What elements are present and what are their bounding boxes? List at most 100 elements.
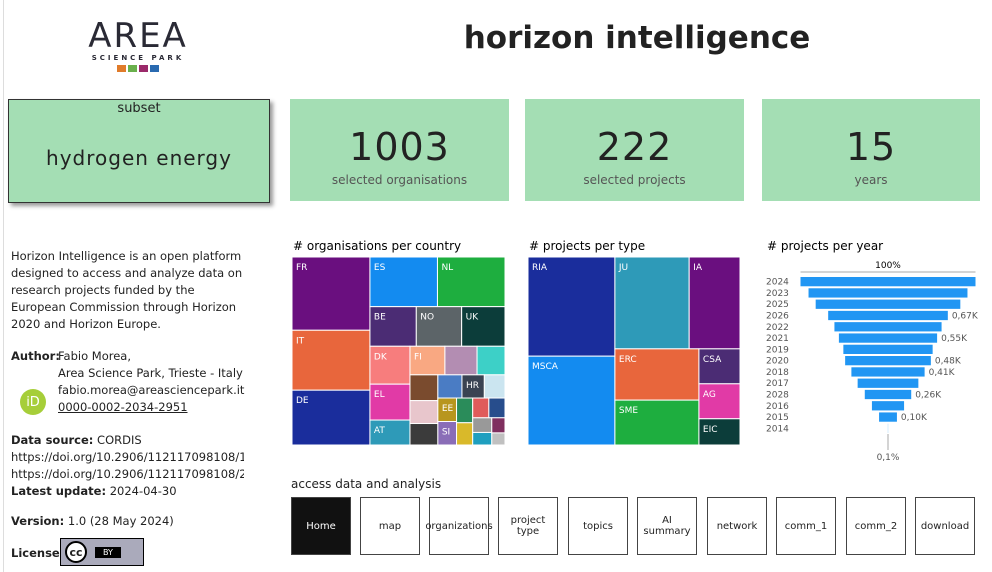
funnel-bar xyxy=(808,288,968,298)
treemap-tile xyxy=(488,397,506,419)
treemap-tile xyxy=(472,431,493,446)
tile-label: FR xyxy=(296,263,307,273)
kpi-card: 15 years xyxy=(762,99,980,201)
kpi-label: years xyxy=(854,173,888,187)
treemap-tile xyxy=(409,423,439,446)
tile-label: EIC xyxy=(703,425,718,435)
orcid-icon: iD xyxy=(20,389,46,415)
tile-label: DK xyxy=(374,352,388,362)
treemap-tile xyxy=(437,374,463,399)
tile-label: BE xyxy=(374,313,386,323)
tile-label: FI xyxy=(414,352,422,362)
nav-title: access data and analysis xyxy=(291,477,442,491)
nav-button[interactable]: organizations xyxy=(425,497,493,555)
logo-name: AREA xyxy=(88,16,188,56)
tile-label: RIA xyxy=(532,263,548,273)
treemap-tile xyxy=(491,432,506,446)
author-line: fabio.morea@areasciencepark.it xyxy=(58,383,245,397)
nav-button[interactable]: project type xyxy=(498,497,558,555)
tile-label: EE xyxy=(442,404,454,414)
tile-label: AG xyxy=(703,390,716,400)
kpi-card: 222 selected projects xyxy=(525,99,744,201)
funnel-bar xyxy=(871,401,905,411)
chart-title: # organisations per country xyxy=(293,239,461,253)
update: Latest update: 2024-04-30 xyxy=(11,483,177,500)
funnel-bar xyxy=(828,310,948,321)
funnel-bar xyxy=(843,344,933,354)
orcid-link[interactable]: 0000-0002-2034-2951 xyxy=(58,400,188,414)
nav-button[interactable]: comm_2 xyxy=(846,497,906,555)
tile-label: MSCA xyxy=(532,362,559,372)
tile-label: NL xyxy=(441,263,453,273)
treemap-tile xyxy=(698,418,741,446)
funnel-bar xyxy=(838,333,938,343)
funnel-bottom-label: 0,1% xyxy=(877,453,900,463)
author-label: Author: xyxy=(11,349,60,363)
value-label: 0,67K xyxy=(952,312,979,322)
data-source: Data source: CORDIS xyxy=(11,432,142,449)
treemap-tile xyxy=(456,422,474,446)
subset-label: subset xyxy=(117,101,161,116)
nav-button[interactable]: Home xyxy=(291,497,351,555)
value-label: 0,10K xyxy=(901,413,928,423)
chart-title: # projects per type xyxy=(529,239,645,253)
treemap-tile xyxy=(476,345,506,376)
cc-icon: cc xyxy=(65,541,87,563)
nav-button[interactable]: download xyxy=(915,497,975,555)
treemap-tile xyxy=(483,374,506,399)
logo-squares xyxy=(80,65,196,72)
nav-button[interactable]: network xyxy=(707,497,767,555)
doi-link[interactable]: https://doi.org/10.2906/112117098108/20 xyxy=(11,467,244,481)
author: Fabio Morea, Area Science Park, Trieste … xyxy=(58,348,244,416)
value-label: 0,48K xyxy=(935,357,962,367)
year-label: 2025 xyxy=(766,300,789,310)
funnel-bar xyxy=(845,356,931,366)
tile-label: IT xyxy=(296,336,305,346)
tile-label: AT xyxy=(374,426,385,436)
nav-button[interactable]: map xyxy=(360,497,420,555)
treemap-tile xyxy=(614,256,690,350)
treemap-tile xyxy=(436,256,506,308)
year-label: 2017 xyxy=(766,379,789,389)
year-label: 2022 xyxy=(766,323,789,333)
treemap-tile xyxy=(698,383,741,420)
treemap-tile xyxy=(444,345,478,376)
treemap-tile xyxy=(472,397,490,419)
treemap-tile xyxy=(698,348,741,385)
nav-button[interactable]: AI summary xyxy=(637,497,697,555)
treemap-tile xyxy=(369,419,411,446)
treemap-tile xyxy=(461,306,506,347)
year-label: 2016 xyxy=(766,402,789,412)
treemap-tile xyxy=(491,417,506,434)
treemap-tile xyxy=(409,345,446,376)
chart-title: # projects per year xyxy=(767,239,883,253)
subset-value: hydrogen energy xyxy=(46,146,232,170)
value-label: 0,41K xyxy=(929,368,956,378)
doi-link[interactable]: https://doi.org/10.2906/112117098108/12 xyxy=(11,450,244,464)
version-value: 1.0 (28 May 2024) xyxy=(67,514,174,528)
kpi-card: 1003 selected organisations xyxy=(290,99,509,201)
data-source-label: Data source: xyxy=(11,433,94,447)
nav-button[interactable]: comm_1 xyxy=(776,497,836,555)
tile-label: CSA xyxy=(703,355,722,365)
year-label: 2020 xyxy=(766,357,789,367)
data-source-value: CORDIS xyxy=(97,433,142,447)
subset-card: subset hydrogen energy xyxy=(8,99,270,203)
funnel-bar xyxy=(864,389,912,400)
treemap-tile xyxy=(614,399,700,446)
nav-button[interactable]: topics xyxy=(568,497,628,555)
treemap-tile xyxy=(409,400,439,425)
description: Horizon Intelligence is an open platform… xyxy=(11,249,243,331)
tile-label: UK xyxy=(466,313,480,323)
divider xyxy=(3,0,4,572)
tile-label: SME xyxy=(619,406,638,416)
page-title: horizon intelligence xyxy=(463,20,811,56)
logo-subtitle: SCIENCE PARK xyxy=(91,54,185,62)
author-line: Area Science Park, Trieste - Italy xyxy=(58,366,243,380)
version-label: Version: xyxy=(11,514,65,528)
tile-label: IA xyxy=(693,263,703,273)
funnel-bar xyxy=(800,277,976,287)
funnel-bar xyxy=(879,412,897,422)
